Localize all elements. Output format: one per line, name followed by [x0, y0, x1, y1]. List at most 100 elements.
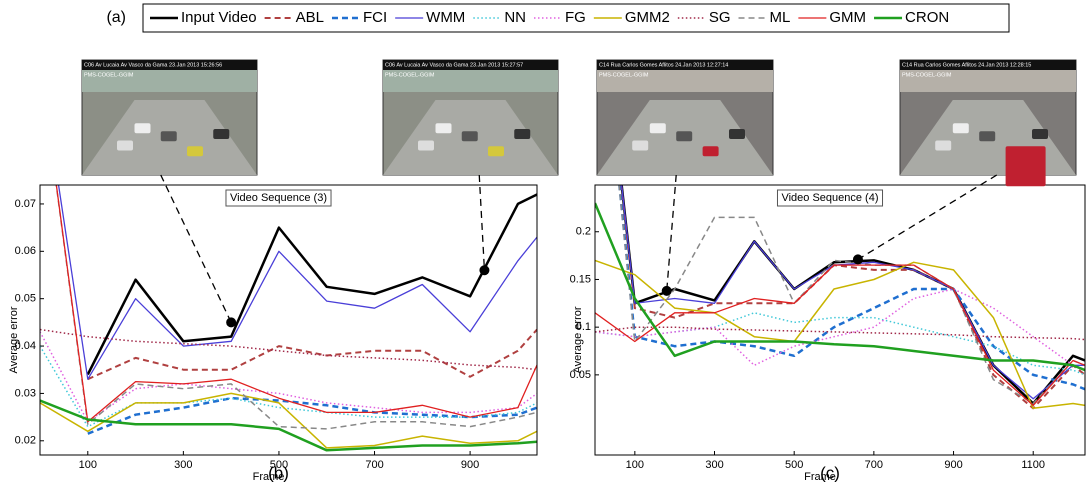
caption-bar	[383, 60, 558, 70]
frame-caption: C06 Av Lucaia Av Vasco da Gama 23.Jan 20…	[385, 62, 523, 68]
legend-label: Input Video	[181, 9, 257, 26]
scene-vehicle	[935, 140, 952, 151]
legend-label: GMM	[829, 9, 866, 26]
x-axis-label: Frame	[804, 471, 836, 483]
frame-caption: C06 Av Lucaia Av Vasco da Gama 23.Jan 20…	[84, 62, 222, 68]
x-tick-label: 100	[626, 459, 644, 471]
frame-watermark: PMS-COGEL-GGIM	[902, 72, 952, 78]
y-tick-label: 0.06	[15, 245, 36, 257]
scene-vehicle	[1032, 129, 1048, 139]
y-tick-label: 0.07	[15, 198, 36, 210]
scene-vehicle	[187, 146, 203, 157]
series-line	[595, 288, 1085, 371]
legend-label: FG	[565, 9, 586, 26]
y-axis-label: Average error	[572, 306, 584, 373]
scene-vehicle	[702, 146, 719, 157]
y-tick-label: 0.05	[15, 293, 36, 305]
y-tick-label: 0.15	[570, 273, 591, 285]
x-tick-label: 500	[785, 459, 803, 471]
callout-line	[857, 174, 998, 260]
series-line	[618, 185, 1085, 391]
series-line	[55, 185, 537, 430]
frame-caption: C14 Rua Carlos Gomes Aflitos 24.Jan 2013…	[599, 62, 728, 68]
series-line	[55, 185, 537, 423]
legend-label: GMM2	[625, 9, 670, 26]
figure-label: (a)	[106, 9, 126, 26]
callout-line	[478, 174, 486, 271]
x-tick-label: 500	[270, 459, 288, 471]
scene-vehicle	[514, 129, 531, 139]
y-tick-label: 0.2	[576, 226, 591, 238]
scene-sky	[82, 70, 257, 92]
x-axis-label: Frame	[253, 471, 285, 483]
scene-sky	[597, 70, 773, 92]
callout-marker	[479, 265, 490, 276]
scene-vehicle	[952, 123, 969, 134]
scene-vehicle	[979, 131, 996, 142]
annotation-box	[776, 189, 884, 207]
series-line	[595, 264, 1085, 407]
scene-vehicle	[461, 131, 478, 142]
series-line	[595, 326, 1085, 341]
scene-vehicle	[676, 131, 693, 142]
caption-bar	[900, 60, 1076, 70]
y-tick-label: 0.02	[15, 435, 36, 447]
scene-vehicle	[632, 140, 649, 151]
series-group	[40, 185, 537, 452]
caption-bar	[597, 60, 773, 70]
legend-label: SG	[709, 9, 731, 26]
camera-frame: C06 Av Lucaia Av Vasco da Gama 23.Jan 20…	[81, 59, 258, 176]
legend-label: NN	[504, 9, 526, 26]
legend-label: ML	[770, 9, 791, 26]
frame-caption: C14 Rua Carlos Gomes Aflitos 24.Jan 2013…	[902, 62, 1031, 68]
scene-vehicle	[1005, 146, 1046, 187]
x-tick-label: 700	[365, 459, 383, 471]
scene-vehicle	[488, 146, 504, 157]
legend-label: ABL	[296, 9, 324, 26]
scene-vehicle	[134, 123, 151, 134]
caption-bar	[82, 60, 257, 70]
x-tick-label: 300	[705, 459, 723, 471]
frame-watermark: PMS-COGEL-GGIM	[385, 72, 435, 78]
legend-label: CRON	[905, 9, 949, 26]
callout-marker	[852, 254, 863, 265]
x-tick-label: 900	[461, 459, 479, 471]
axes-frame	[39, 184, 538, 456]
scene-vehicle	[418, 140, 434, 151]
camera-frame: C14 Rua Carlos Gomes Aflitos 24.Jan 2013…	[899, 59, 1077, 187]
frame-watermark: PMS-COGEL-GGIM	[84, 72, 134, 78]
series-line	[620, 185, 1085, 410]
y-tick-label: 0.03	[15, 387, 36, 399]
x-tick-label: 900	[944, 459, 962, 471]
scene-vehicle	[729, 129, 745, 139]
callout-line	[160, 174, 232, 323]
series-line	[87, 396, 537, 435]
annotation: Video Sequence (4)	[781, 192, 878, 204]
series-line	[40, 331, 537, 423]
camera-frame: C14 Rua Carlos Gomes Aflitos 24.Jan 2013…	[596, 59, 774, 176]
plot: 0.05 0.1 0.15 0.2 100 300 500 700 900 1100 Frame Av…	[570, 184, 1086, 483]
series-line	[40, 399, 537, 452]
callout-marker	[661, 285, 672, 296]
plot: 0.02 0.03 0.04 0.05 0.06 0.07 100 300 500 700 900 F…	[8, 184, 538, 483]
annotation-box	[225, 189, 332, 207]
panel-label: (c)	[820, 463, 840, 482]
camera-frame: C06 Av Lucaia Av Vasco da Gama 23.Jan 20…	[382, 59, 559, 176]
series-line	[595, 202, 1085, 372]
series-line	[86, 193, 537, 376]
x-tick-label: 1100	[1021, 459, 1045, 471]
x-tick-label: 100	[79, 459, 97, 471]
callout-line	[666, 174, 677, 291]
series-line	[595, 259, 1085, 410]
y-tick-label: 0.05	[570, 369, 591, 381]
plot-area	[595, 185, 1085, 455]
annotation: Video Sequence (3)	[230, 192, 327, 204]
scene-sky	[383, 70, 558, 92]
legend-label: WMM	[426, 9, 465, 26]
axes-frame	[594, 184, 1086, 456]
series-line	[57, 185, 537, 380]
scene-vehicle	[213, 129, 230, 139]
callout-marker	[226, 317, 237, 328]
y-tick-label: 0.1	[576, 321, 591, 333]
